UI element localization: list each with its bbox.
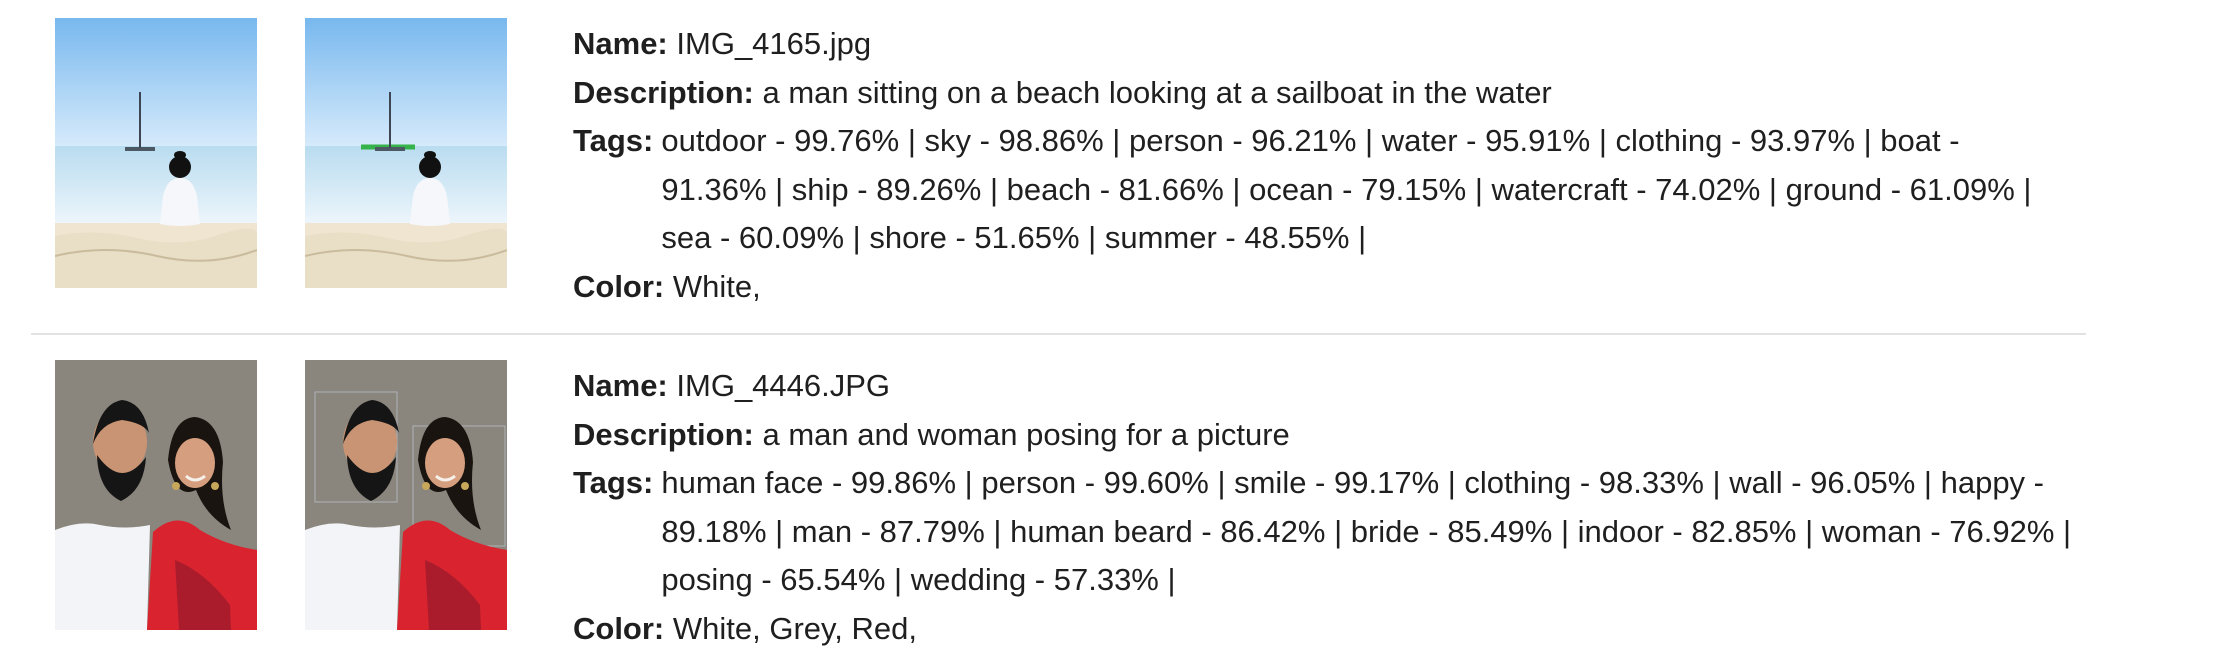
result-divider bbox=[31, 333, 2086, 335]
description-text: a man sitting on a beach looking at a sa… bbox=[762, 74, 1552, 110]
name-label: Name: bbox=[573, 26, 668, 61]
tags-label: Tags: bbox=[573, 123, 654, 158]
original-image-thumbnail[interactable] bbox=[55, 18, 257, 288]
description-label: Description: bbox=[573, 416, 754, 452]
description-label: Description: bbox=[573, 74, 754, 110]
file-name: IMG_4165.jpg bbox=[676, 26, 872, 61]
name-label: Name: bbox=[573, 368, 668, 403]
processed-image-thumbnail[interactable] bbox=[305, 18, 507, 288]
description-text: a man and woman posing for a picture bbox=[762, 416, 1290, 452]
image-metadata: Name: IMG_4165.jpg Description: a man si… bbox=[573, 20, 2053, 311]
tags-text: human face - 99.86% | person - 99.60% | … bbox=[661, 465, 2072, 597]
color-label: Color: bbox=[573, 610, 665, 646]
tags-row: Tags: human face - 99.86% | person - 99.… bbox=[573, 459, 2071, 605]
processed-image-thumbnail[interactable] bbox=[305, 360, 507, 630]
tags-text: outdoor - 99.76% | sky - 98.86% | person… bbox=[661, 123, 2032, 255]
color-row: Color: White, bbox=[573, 263, 2053, 312]
file-name: IMG_4446.JPG bbox=[676, 368, 891, 403]
description-row: Description: a man and woman posing for … bbox=[573, 411, 2053, 460]
color-row: Color: White, Grey, Red, bbox=[573, 605, 2053, 654]
tags-row: Tags: outdoor - 99.76% | sky - 98.86% | … bbox=[573, 117, 2053, 263]
color-label: Color: bbox=[573, 268, 665, 304]
color-values: White, bbox=[672, 268, 761, 304]
original-image-thumbnail[interactable] bbox=[55, 360, 257, 630]
tags-label: Tags: bbox=[573, 465, 654, 500]
image-metadata: Name: IMG_4446.JPG Description: a man an… bbox=[573, 362, 2071, 654]
color-values: White, Grey, Red, bbox=[672, 610, 917, 646]
name-row: Name: IMG_4165.jpg bbox=[573, 20, 2053, 69]
name-row: Name: IMG_4446.JPG bbox=[573, 362, 2053, 411]
description-row: Description: a man sitting on a beach lo… bbox=[573, 69, 2053, 118]
